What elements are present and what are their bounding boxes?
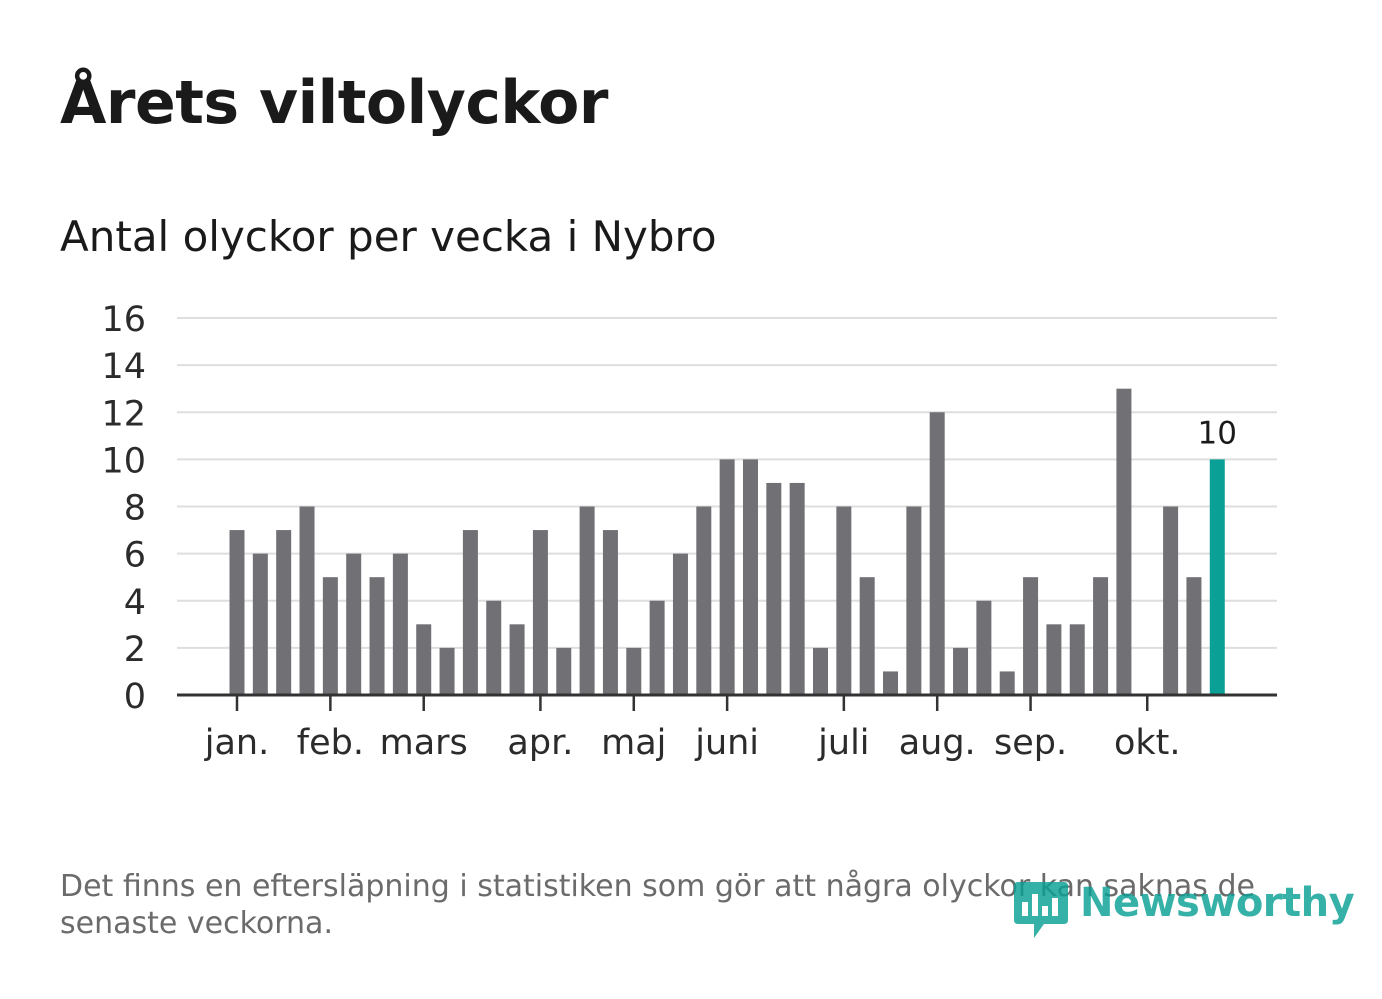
x-tick-label: okt. bbox=[1114, 723, 1181, 763]
bar bbox=[976, 600, 992, 695]
bar bbox=[462, 530, 478, 695]
bar bbox=[509, 624, 525, 695]
bar bbox=[1069, 624, 1085, 695]
bar bbox=[649, 600, 665, 695]
newsworthy-logo: Newsworthy bbox=[1010, 876, 1355, 946]
y-tick-label: 10 bbox=[101, 441, 146, 481]
y-tick-label: 4 bbox=[124, 583, 146, 623]
bar bbox=[1093, 577, 1109, 695]
bar bbox=[813, 647, 828, 695]
bar bbox=[1163, 506, 1179, 695]
y-tick-label: 12 bbox=[101, 394, 146, 434]
bar bbox=[953, 647, 969, 695]
x-tick-label: juni bbox=[694, 723, 759, 763]
bar bbox=[672, 553, 688, 695]
chart-title: Årets viltolyckor bbox=[60, 68, 609, 138]
y-tick-label: 14 bbox=[101, 347, 146, 387]
bar bbox=[392, 553, 408, 695]
bar bbox=[439, 647, 455, 695]
x-tick-label: apr. bbox=[507, 723, 573, 763]
bar bbox=[766, 482, 782, 695]
y-tick-label: 8 bbox=[124, 489, 146, 529]
weekly-accidents-bar-chart: 0 2 4 6 8 10 12 14 16 10 jan. feb. mars apr. maj juni ju… bbox=[101, 300, 1277, 763]
bar bbox=[696, 506, 712, 695]
bar bbox=[906, 506, 922, 695]
bar bbox=[999, 671, 1015, 695]
bar bbox=[252, 553, 268, 695]
x-tick-label: sep. bbox=[994, 723, 1067, 763]
bar bbox=[276, 530, 292, 695]
bar bbox=[346, 553, 362, 695]
bar bbox=[369, 577, 385, 695]
bar bbox=[299, 506, 315, 695]
bar bbox=[929, 412, 945, 695]
bar bbox=[883, 671, 899, 695]
x-tick-label: aug. bbox=[899, 723, 976, 763]
bar bbox=[229, 530, 245, 695]
bar bbox=[1116, 388, 1132, 695]
data-label: 10 bbox=[1198, 415, 1237, 451]
chart-subtitle: Antal olyckor per vecka i Nybro bbox=[60, 212, 717, 261]
bar bbox=[1186, 577, 1202, 695]
bar bbox=[859, 577, 875, 695]
bar bbox=[1046, 624, 1062, 695]
bar bbox=[579, 506, 595, 695]
x-tick-label: mars bbox=[380, 723, 468, 763]
bar bbox=[416, 624, 432, 695]
x-tick-label: maj bbox=[601, 723, 666, 763]
newsworthy-logo-text: Newsworthy bbox=[1080, 880, 1355, 926]
y-tick-label: 16 bbox=[101, 300, 146, 340]
bar bbox=[836, 506, 852, 695]
x-tick-label: feb. bbox=[297, 723, 364, 763]
bar bbox=[322, 577, 338, 695]
bar bbox=[1023, 577, 1039, 695]
bar bbox=[626, 647, 642, 695]
bar bbox=[532, 530, 548, 695]
newsworthy-logo-icon bbox=[1014, 882, 1068, 938]
bar-highlight bbox=[1209, 459, 1225, 695]
y-tick-label: 0 bbox=[124, 677, 146, 717]
bar bbox=[789, 482, 805, 695]
bar bbox=[556, 647, 572, 695]
x-tick-label: juli bbox=[817, 723, 869, 763]
bar bbox=[742, 459, 758, 695]
x-tick-label: jan. bbox=[204, 723, 269, 763]
y-tick-label: 2 bbox=[124, 630, 146, 670]
bar bbox=[602, 530, 618, 695]
y-tick-label: 6 bbox=[124, 536, 146, 576]
bar bbox=[486, 600, 502, 695]
bar bbox=[719, 459, 735, 695]
